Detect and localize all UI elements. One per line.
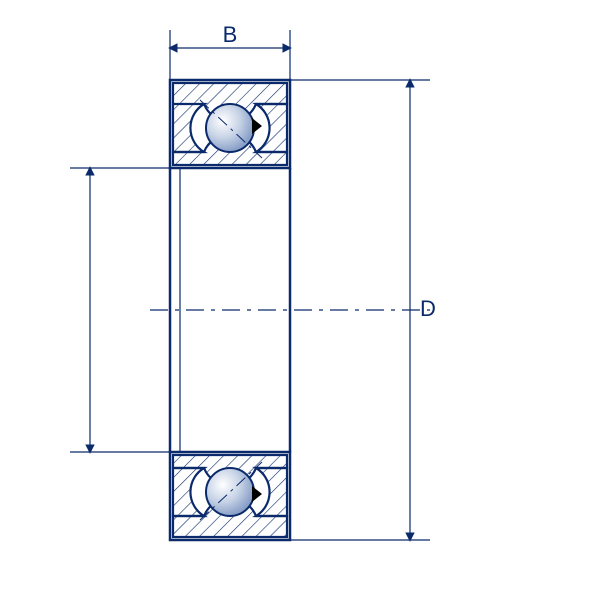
outer-ring-top-right (256, 104, 287, 152)
lower-race (170, 310, 290, 540)
dimension-b: B (170, 22, 290, 80)
label-d-outer: D (420, 296, 436, 321)
outer-ring-bot-left (173, 468, 204, 516)
ball-bottom (206, 468, 254, 516)
bearing-section-diagram: B D (0, 0, 600, 600)
cage-mark-bot (252, 486, 262, 502)
label-b: B (223, 22, 238, 47)
outer-ring-bot-right (256, 468, 287, 516)
ball-top (206, 104, 254, 152)
cage-mark-top (252, 118, 262, 134)
upper-race (170, 80, 290, 310)
